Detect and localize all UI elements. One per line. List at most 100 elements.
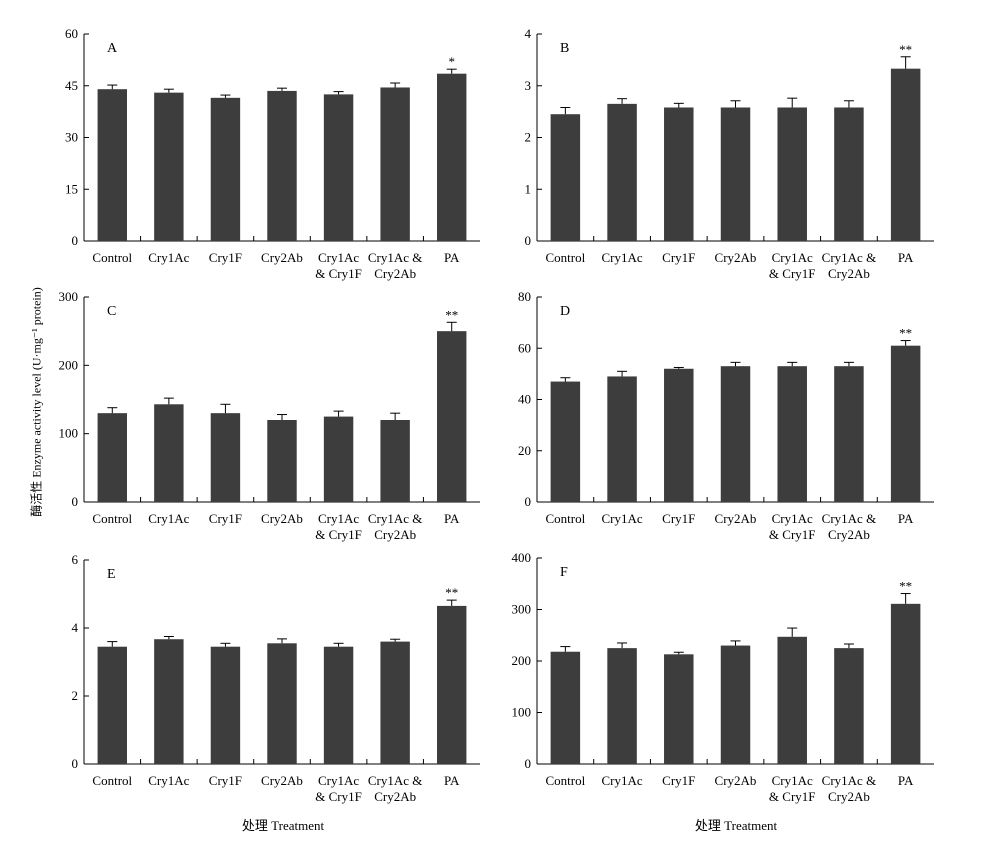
panel-b-category-label: Control (545, 250, 585, 265)
panel-f-category-label: PA (898, 773, 914, 788)
panel-d-bar (890, 345, 921, 502)
panel-a-category-label: Cry2Ab (261, 250, 303, 265)
panel-d-bar (550, 381, 581, 502)
panel-d-y-tick-label: 20 (518, 443, 531, 458)
panel-c-bar (97, 413, 127, 502)
panel-d-category-label: Cry1F (662, 511, 695, 526)
panel-f-y-tick-label: 300 (512, 602, 532, 617)
panel-f-bar (777, 636, 807, 764)
panel-d-bar (607, 376, 637, 502)
panel-b-significance-mark: ** (899, 42, 912, 57)
panel-e-category-label: Cry1Ac & Cry2Ab (368, 773, 423, 804)
panel-b-bar (890, 68, 921, 241)
panel-f-category-label: Cry1F (662, 773, 695, 788)
panel-f-y-tick-label: 200 (512, 653, 532, 668)
panel-c-category-label: Cry2Ab (261, 511, 303, 526)
panel-c-category-label: Cry1F (209, 511, 242, 526)
panel-c-bar (380, 420, 410, 502)
panel-c-y-tick-label: 200 (59, 357, 79, 372)
panel-e-y-tick-label: 0 (72, 756, 79, 771)
panel-c-y-tick-label: 300 (59, 289, 79, 304)
panel-b-bar (720, 107, 751, 241)
panel-b-category-label: PA (898, 250, 914, 265)
panel-c-category-label: Cry1Ac (148, 511, 189, 526)
panel-d-bar (720, 366, 751, 502)
panel-a-y-tick-label: 30 (65, 130, 78, 145)
panel-e-y-tick-label: 6 (72, 552, 79, 567)
panel-e-bar (210, 646, 241, 764)
panel-d-y-tick-label: 80 (518, 289, 531, 304)
panel-d-category-label: Cry1Ac & Cry1F (769, 511, 816, 542)
panel-a-category-label: PA (444, 250, 460, 265)
panel-d-bar (834, 366, 864, 502)
panel-e-bar (267, 643, 297, 764)
panel-a-y-tick-label: 45 (65, 78, 78, 93)
panel-b-category-label: Cry1Ac & Cry1F (769, 250, 816, 281)
panel-e-y-tick-label: 4 (72, 620, 79, 635)
panel-a-category-label: Cry1Ac & Cry1F (315, 250, 362, 281)
panel-e-category-label: Control (92, 773, 132, 788)
panel-f-bar (890, 603, 921, 764)
panel-b-bar (607, 103, 637, 241)
panel-a-category-label: Cry1Ac (148, 250, 189, 265)
panel-b-bar (550, 114, 581, 241)
panel-a-significance-mark: * (448, 54, 455, 69)
panel-a-bar (154, 92, 184, 242)
panel-c-bar (154, 404, 184, 502)
panel-a-category-label: Control (92, 250, 132, 265)
panel-d-significance-mark: ** (899, 326, 912, 341)
panel-b-bar (834, 107, 864, 241)
panel-b-letter: B (560, 41, 569, 56)
panel-f-category-label: Cry2Ab (715, 773, 757, 788)
panel-e-category-label: PA (444, 773, 460, 788)
panel-a-y-tick-label: 60 (65, 26, 78, 41)
panel-e-category-label: Cry2Ab (261, 773, 303, 788)
panel-b-bar (664, 107, 694, 241)
panel-c-letter: C (107, 304, 116, 319)
panel-a-bar (323, 94, 354, 241)
panel-c-bar (323, 416, 354, 502)
panel-f-bar (607, 648, 637, 764)
panel-f-category-label: Cry1Ac (601, 773, 642, 788)
y-axis-label: 酶活性 Enzyme activity level (U·mg⁻¹ protei… (29, 287, 44, 517)
panel-d-category-label: Cry1Ac & Cry2Ab (822, 511, 877, 542)
panel-a-letter: A (107, 41, 118, 56)
panel-a-y-tick-label: 15 (65, 181, 78, 196)
panel-a-y-tick-label: 0 (72, 233, 79, 248)
panel-b-category-label: Cry2Ab (715, 250, 757, 265)
panel-f-category-label: Cry1Ac & Cry2Ab (822, 773, 877, 804)
panel-b-category-label: Cry1Ac (601, 250, 642, 265)
panel-f-significance-mark: ** (899, 579, 912, 594)
panel-f-y-tick-label: 400 (512, 550, 532, 565)
panel-d-category-label: PA (898, 511, 914, 526)
panel-d-bar (777, 366, 807, 502)
panel-a-bar (437, 73, 467, 241)
panel-c-y-tick-label: 0 (72, 494, 79, 509)
panel-f-bar (720, 645, 751, 764)
panel-c-bar (267, 420, 297, 502)
panel-c-category-label: Control (92, 511, 132, 526)
panel-e-category-label: Cry1F (209, 773, 242, 788)
panel-f-category-label: Control (545, 773, 585, 788)
panel-b-bar (777, 107, 807, 241)
panel-c-bar (437, 331, 467, 502)
panel-f-letter: F (560, 565, 568, 580)
panel-f-y-tick-label: 100 (512, 705, 532, 720)
panel-f-bar (550, 651, 581, 764)
panel-d-y-tick-label: 40 (518, 392, 531, 407)
panel-e-bar (437, 605, 467, 764)
panel-f-y-tick-label: 0 (525, 756, 532, 771)
panel-f-bar (664, 654, 694, 764)
panel-d-category-label: Cry2Ab (715, 511, 757, 526)
panel-e-bar (323, 646, 354, 764)
panel-b-category-label: Cry1Ac & Cry2Ab (822, 250, 877, 281)
panel-d-category-label: Control (545, 511, 585, 526)
panel-b-y-tick-label: 2 (525, 130, 532, 145)
panel-d-category-label: Cry1Ac (601, 511, 642, 526)
panel-c-category-label: Cry1Ac & Cry2Ab (368, 511, 423, 542)
panel-c-bar (210, 413, 241, 502)
panel-d-letter: D (560, 304, 570, 319)
panel-e-category-label: Cry1Ac (148, 773, 189, 788)
x-axis-label-right: 处理 Treatment (694, 818, 778, 833)
